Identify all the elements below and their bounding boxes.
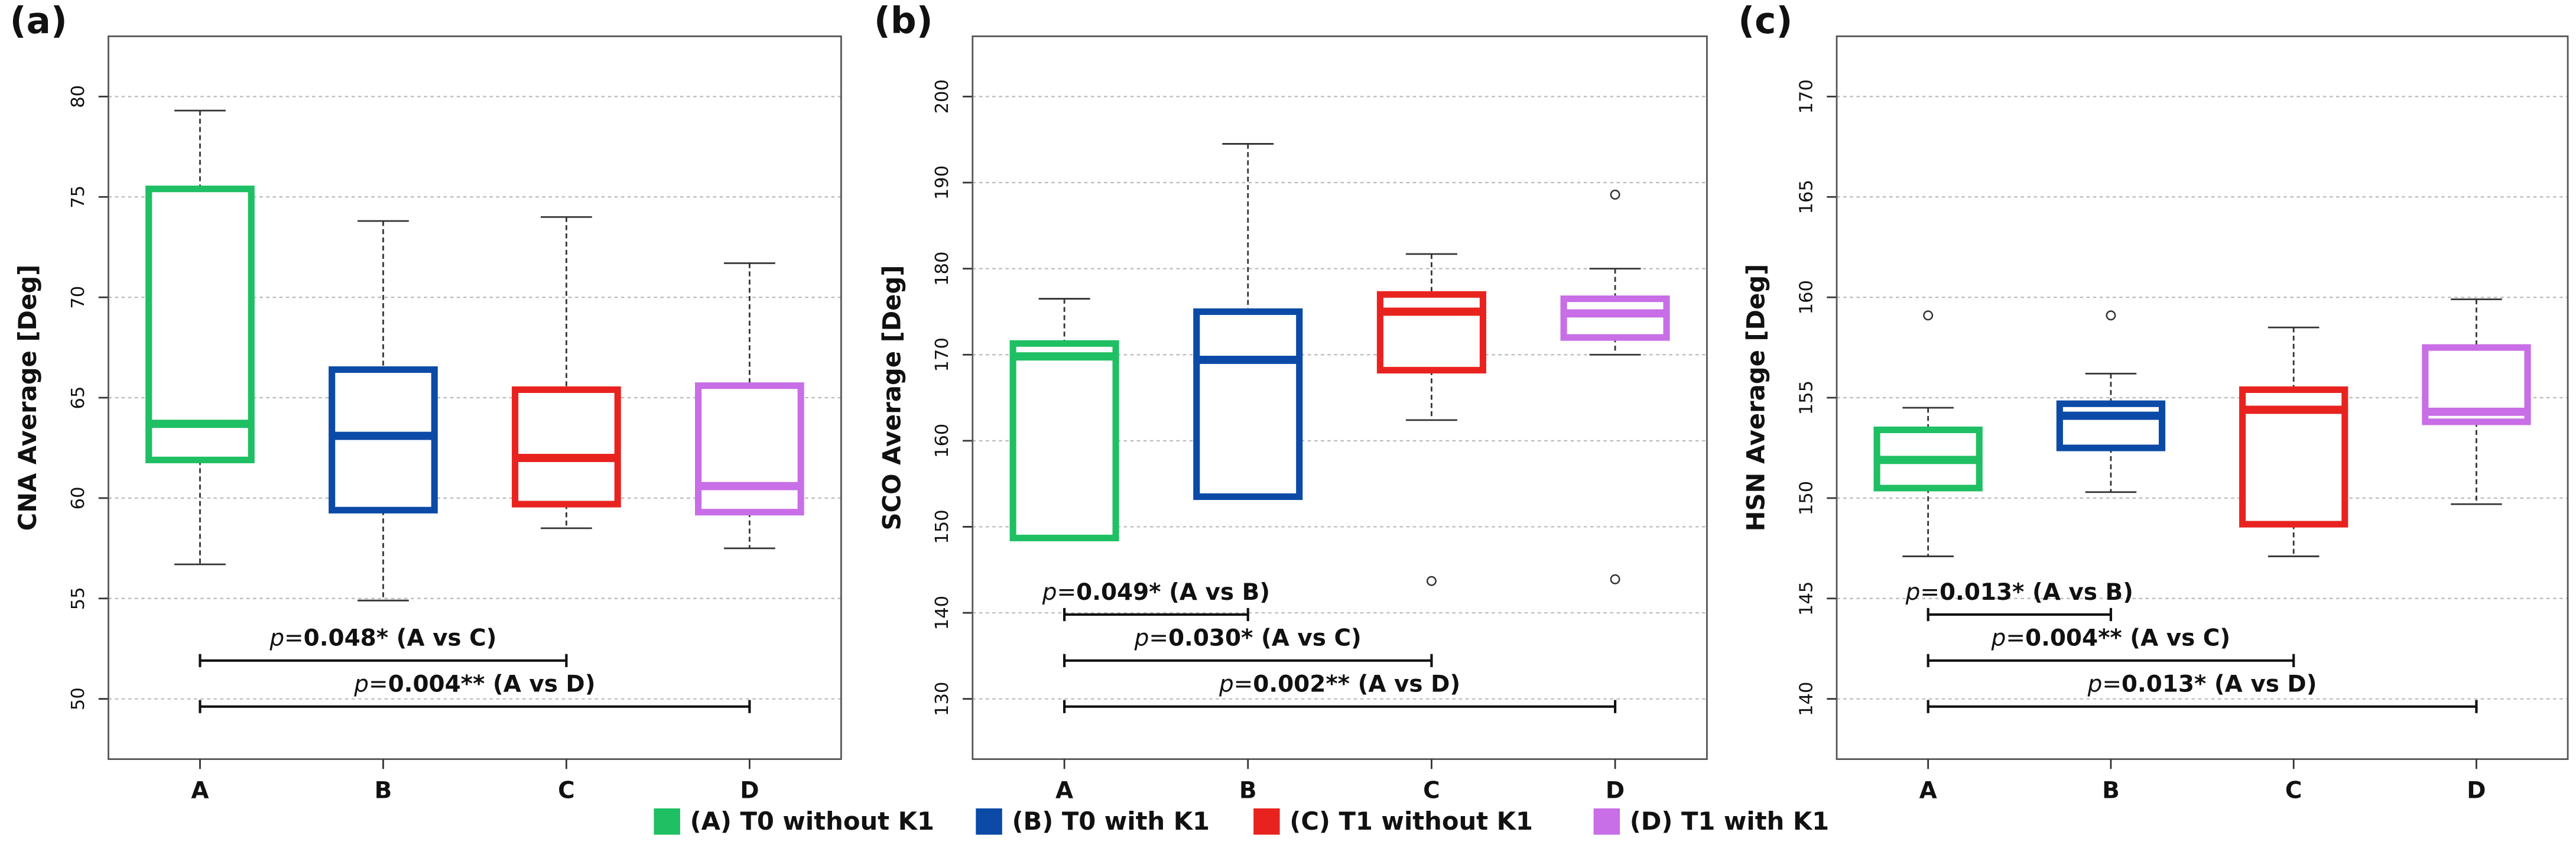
legend-label: (A) T0 without K1 — [690, 807, 934, 836]
legend-swatch — [976, 808, 1002, 835]
y-tick-label: 145 — [1796, 581, 1817, 616]
p-value-part: = — [2102, 671, 2122, 697]
y-tick-label: 65 — [68, 386, 89, 410]
x-tick-label: A — [1919, 778, 1937, 804]
p-value-label: p=0.030* (A vs C) — [1134, 625, 1362, 651]
box — [1376, 291, 1486, 373]
p-value-part: p — [269, 625, 284, 651]
p-value-label: p=0.048* (A vs C) — [269, 625, 496, 651]
y-tick-label: 190 — [932, 165, 953, 200]
outlier — [2106, 310, 2116, 321]
y-tick-label: 170 — [1796, 79, 1817, 113]
p-value-part: 0.004** (A vs D) — [388, 671, 596, 697]
x-tick-label: C — [1423, 778, 1440, 804]
x-tick-label: B — [2102, 778, 2120, 804]
p-value-part: 0.048* (A vs C) — [304, 625, 497, 651]
box — [695, 382, 804, 516]
x-tick-label: C — [558, 778, 575, 804]
y-tick-label: 75 — [68, 186, 89, 209]
y-tick-label: 140 — [932, 596, 953, 630]
outlier — [1610, 189, 1620, 200]
y-tick-label: 170 — [932, 337, 953, 372]
p-value-part: 0.013* (A vs D) — [2122, 671, 2317, 697]
y-tick-label: 130 — [932, 682, 953, 716]
y-tick-label: 55 — [68, 587, 89, 610]
x-tick-label: D — [740, 778, 759, 804]
legend-swatch — [654, 808, 680, 835]
p-value-part: p — [1219, 671, 1234, 697]
y-tick-label: 70 — [68, 286, 89, 309]
box — [145, 186, 255, 463]
p-value-part: 0.004** (A vs C) — [2025, 625, 2230, 651]
y-tick-label: 160 — [1796, 280, 1817, 314]
y-axis-label: SCO Average [Deg] — [877, 265, 906, 531]
plot-frame — [108, 35, 842, 761]
p-value-part: 0.030* (A vs C) — [1168, 625, 1362, 651]
x-tick-label: D — [2467, 778, 2486, 804]
x-tick-label: C — [2285, 778, 2302, 804]
y-tick-label: 60 — [68, 486, 89, 509]
p-value-part: p — [1134, 625, 1149, 651]
legend-label: (D) T1 with K1 — [1630, 807, 1829, 836]
p-value-part: p — [2087, 671, 2103, 697]
p-value-part: p — [1905, 579, 1921, 605]
p-value-label: p=0.002** (A vs D) — [1219, 671, 1460, 697]
p-value-part: = — [1057, 579, 1077, 605]
y-tick-label: 200 — [932, 79, 953, 113]
x-tick-label: B — [1239, 778, 1257, 804]
x-tick-label: A — [191, 778, 209, 804]
x-tick-label: B — [375, 778, 392, 804]
plot-frame — [972, 35, 1708, 761]
p-value-part: = — [1234, 671, 1253, 697]
box — [1009, 340, 1119, 541]
y-tick-label: 150 — [932, 509, 953, 544]
p-value-part: 0.002** (A vs D) — [1253, 671, 1460, 697]
x-tick-label: D — [1606, 778, 1625, 804]
y-tick-label: 80 — [68, 85, 89, 108]
y-tick-label: 150 — [1796, 481, 1817, 515]
y-tick-label: 160 — [932, 424, 953, 458]
p-value-part: = — [284, 625, 304, 651]
legend-label: (C) T1 without K1 — [1289, 807, 1533, 836]
p-value-label: p=0.013* (A vs B) — [1905, 579, 2133, 605]
box — [1193, 308, 1303, 501]
p-value-label: p=0.013* (A vs D) — [2087, 671, 2317, 697]
y-tick-label: 50 — [68, 687, 89, 710]
p-value-part: 0.013* (A vs B) — [1940, 579, 2133, 605]
y-tick-label: 165 — [1796, 180, 1817, 214]
p-value-label: p=0.004** (A vs D) — [353, 671, 595, 697]
p-value-part: = — [2006, 625, 2025, 651]
panel-title: (b) — [874, 0, 933, 42]
outlier — [1923, 310, 1934, 321]
plot-frame — [1836, 35, 2569, 761]
p-value-part: p — [1042, 579, 1057, 605]
y-tick-label: 180 — [932, 251, 953, 285]
box — [2056, 400, 2166, 451]
y-tick-label: 140 — [1796, 682, 1817, 716]
outlier — [1426, 576, 1437, 586]
y-tick-label: 155 — [1796, 381, 1817, 415]
y-axis-label: HSN Average [Deg] — [1742, 264, 1771, 532]
p-value-part: p — [1991, 625, 2006, 651]
box — [1560, 295, 1670, 341]
legend-label: (B) T0 with K1 — [1012, 807, 1210, 836]
p-value-part: = — [1920, 579, 1940, 605]
p-value-part: 0.049* (A vs B) — [1076, 579, 1270, 605]
legend-swatch — [1593, 808, 1620, 835]
p-value-label: p=0.049* (A vs B) — [1042, 579, 1270, 605]
y-axis-label: CNA Average [Deg] — [13, 265, 42, 531]
outlier — [1610, 574, 1620, 584]
p-value-part: p — [353, 671, 369, 697]
panel-title: (a) — [10, 0, 67, 42]
box — [512, 386, 621, 508]
p-value-part: = — [1149, 625, 1168, 651]
x-tick-label: A — [1055, 778, 1073, 804]
p-value-part: = — [369, 671, 388, 697]
p-value-label: p=0.004** (A vs C) — [1991, 625, 2230, 651]
panel-title: (c) — [1738, 0, 1792, 42]
legend-swatch — [1253, 808, 1280, 835]
